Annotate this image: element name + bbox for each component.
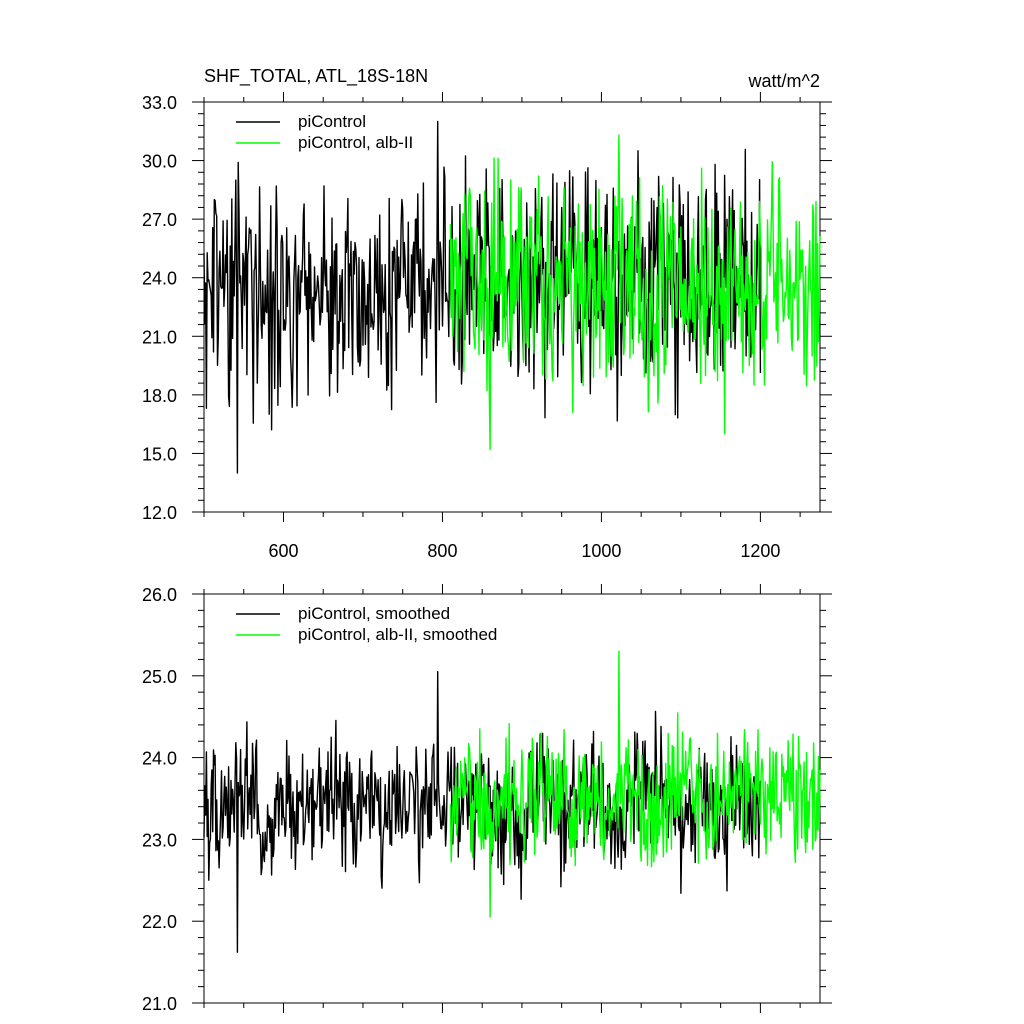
- legend-label: piControl, alb-II: [298, 133, 413, 152]
- y-tick-label: 22.0: [142, 912, 177, 932]
- x-tick-label: 1000: [581, 541, 621, 561]
- y-tick-label: 21.0: [142, 994, 177, 1014]
- series-line-picontrol: [203, 120, 762, 474]
- y-tick-label: 27.0: [142, 210, 177, 230]
- x-tick-label: 600: [268, 541, 298, 561]
- y-tick-label: 23.0: [142, 830, 177, 850]
- y-tick-label: 21.0: [142, 327, 177, 347]
- legend-label: piControl, smoothed: [298, 604, 450, 623]
- legend-label: piControl, alb-II, smoothed: [298, 625, 497, 644]
- y-tick-label: 30.0: [142, 152, 177, 172]
- y-tick-label: 24.0: [142, 749, 177, 769]
- y-tick-label: 15.0: [142, 444, 177, 464]
- y-tick-label: 33.0: [142, 93, 177, 113]
- series-line-picontrol-alb-ii: [449, 650, 821, 918]
- series-line-picontrol-alb-ii: [449, 134, 821, 451]
- y-tick-label: 12.0: [142, 503, 177, 523]
- top-panel: 600 800 1000 1200 12.0 15.0 18.0 21.0 24.0 27.0 30…: [142, 66, 832, 561]
- y-tick-label: 18.0: [142, 386, 177, 406]
- bottom-panel: 21.0 22.0 23.0 24.0 25.0 26.0 piControl, smoot…: [142, 584, 832, 1014]
- legend-label: piControl: [298, 112, 366, 131]
- chart-title: SHF_TOTAL, ATL_18S-18N: [204, 66, 428, 87]
- x-tick-label: 800: [427, 541, 457, 561]
- x-tick-label: 1200: [740, 541, 780, 561]
- y-tick-label: 25.0: [142, 667, 177, 687]
- y-tick-label: 24.0: [142, 269, 177, 289]
- units-label: watt/m^2: [748, 71, 820, 91]
- y-tick-label: 26.0: [142, 585, 177, 605]
